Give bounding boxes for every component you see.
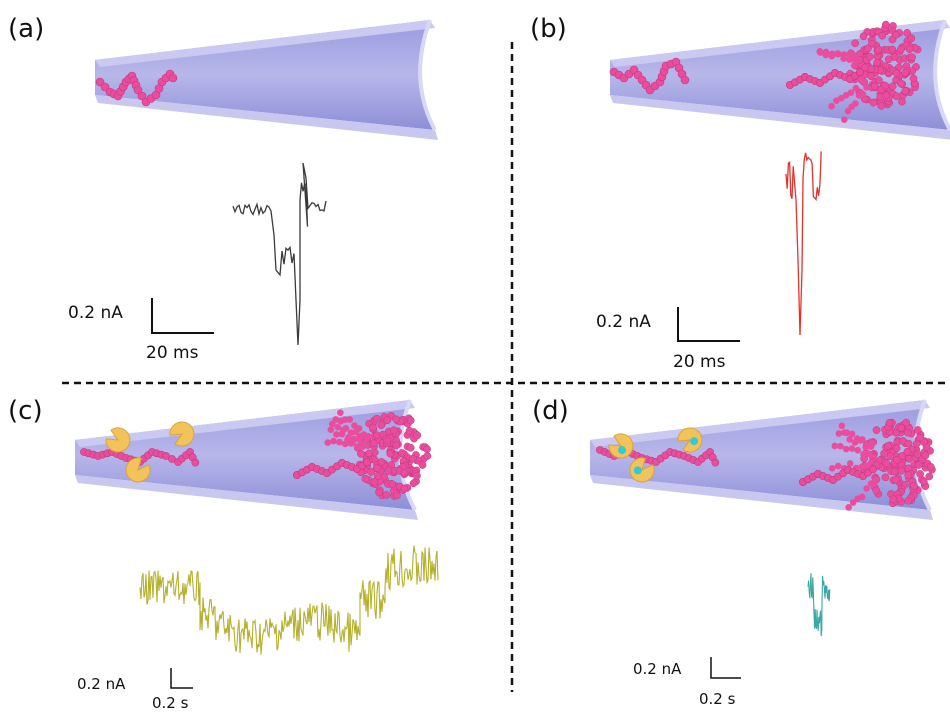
protein-d-2 [677,427,703,453]
current-trace-b [785,151,822,336]
protein-c-1 [105,427,131,453]
protein-d-3 [629,457,655,483]
current-trace-d [807,573,831,637]
scale-y-label-d: 0.2 nA [633,660,682,678]
scale-x-label-c: 0.2 s [152,694,189,712]
scale-bar-b [677,307,740,342]
dna-cluster-d [799,418,936,511]
scale-bar-a [151,298,214,334]
dna-cluster-d-tail [799,465,877,486]
panel-label-a: (a) [8,14,45,44]
scale-x-label-d: 0.2 s [699,690,736,708]
dna-cluster-b [786,20,922,123]
protein-d-1 [608,433,634,459]
dna-cluster-b-tail [786,68,864,89]
current-trace-a [232,162,327,346]
dna-cluster-c [293,409,432,500]
dna-strand-c [80,448,200,467]
dna-strand-b [609,57,690,95]
scale-bar-d [710,657,741,679]
scale-x-label-a: 20 ms [146,343,199,363]
dna-cluster-c-tail [293,458,371,479]
protein-c-3 [125,457,151,483]
scale-y-label-c: 0.2 nA [77,675,126,693]
panel-label-b: (b) [530,14,567,44]
scale-x-label-b: 20 ms [673,352,726,372]
protein-c-2 [169,421,195,447]
panel-label-d: (d) [532,396,569,426]
nanopore-a [95,19,438,140]
scale-y-label-a: 0.2 nA [68,303,123,323]
scale-bar-c [170,668,193,689]
panel-label-c: (c) [8,396,43,426]
scale-y-label-b: 0.2 nA [596,312,651,332]
dna-strand-a [95,69,178,107]
current-trace-c [139,545,439,655]
